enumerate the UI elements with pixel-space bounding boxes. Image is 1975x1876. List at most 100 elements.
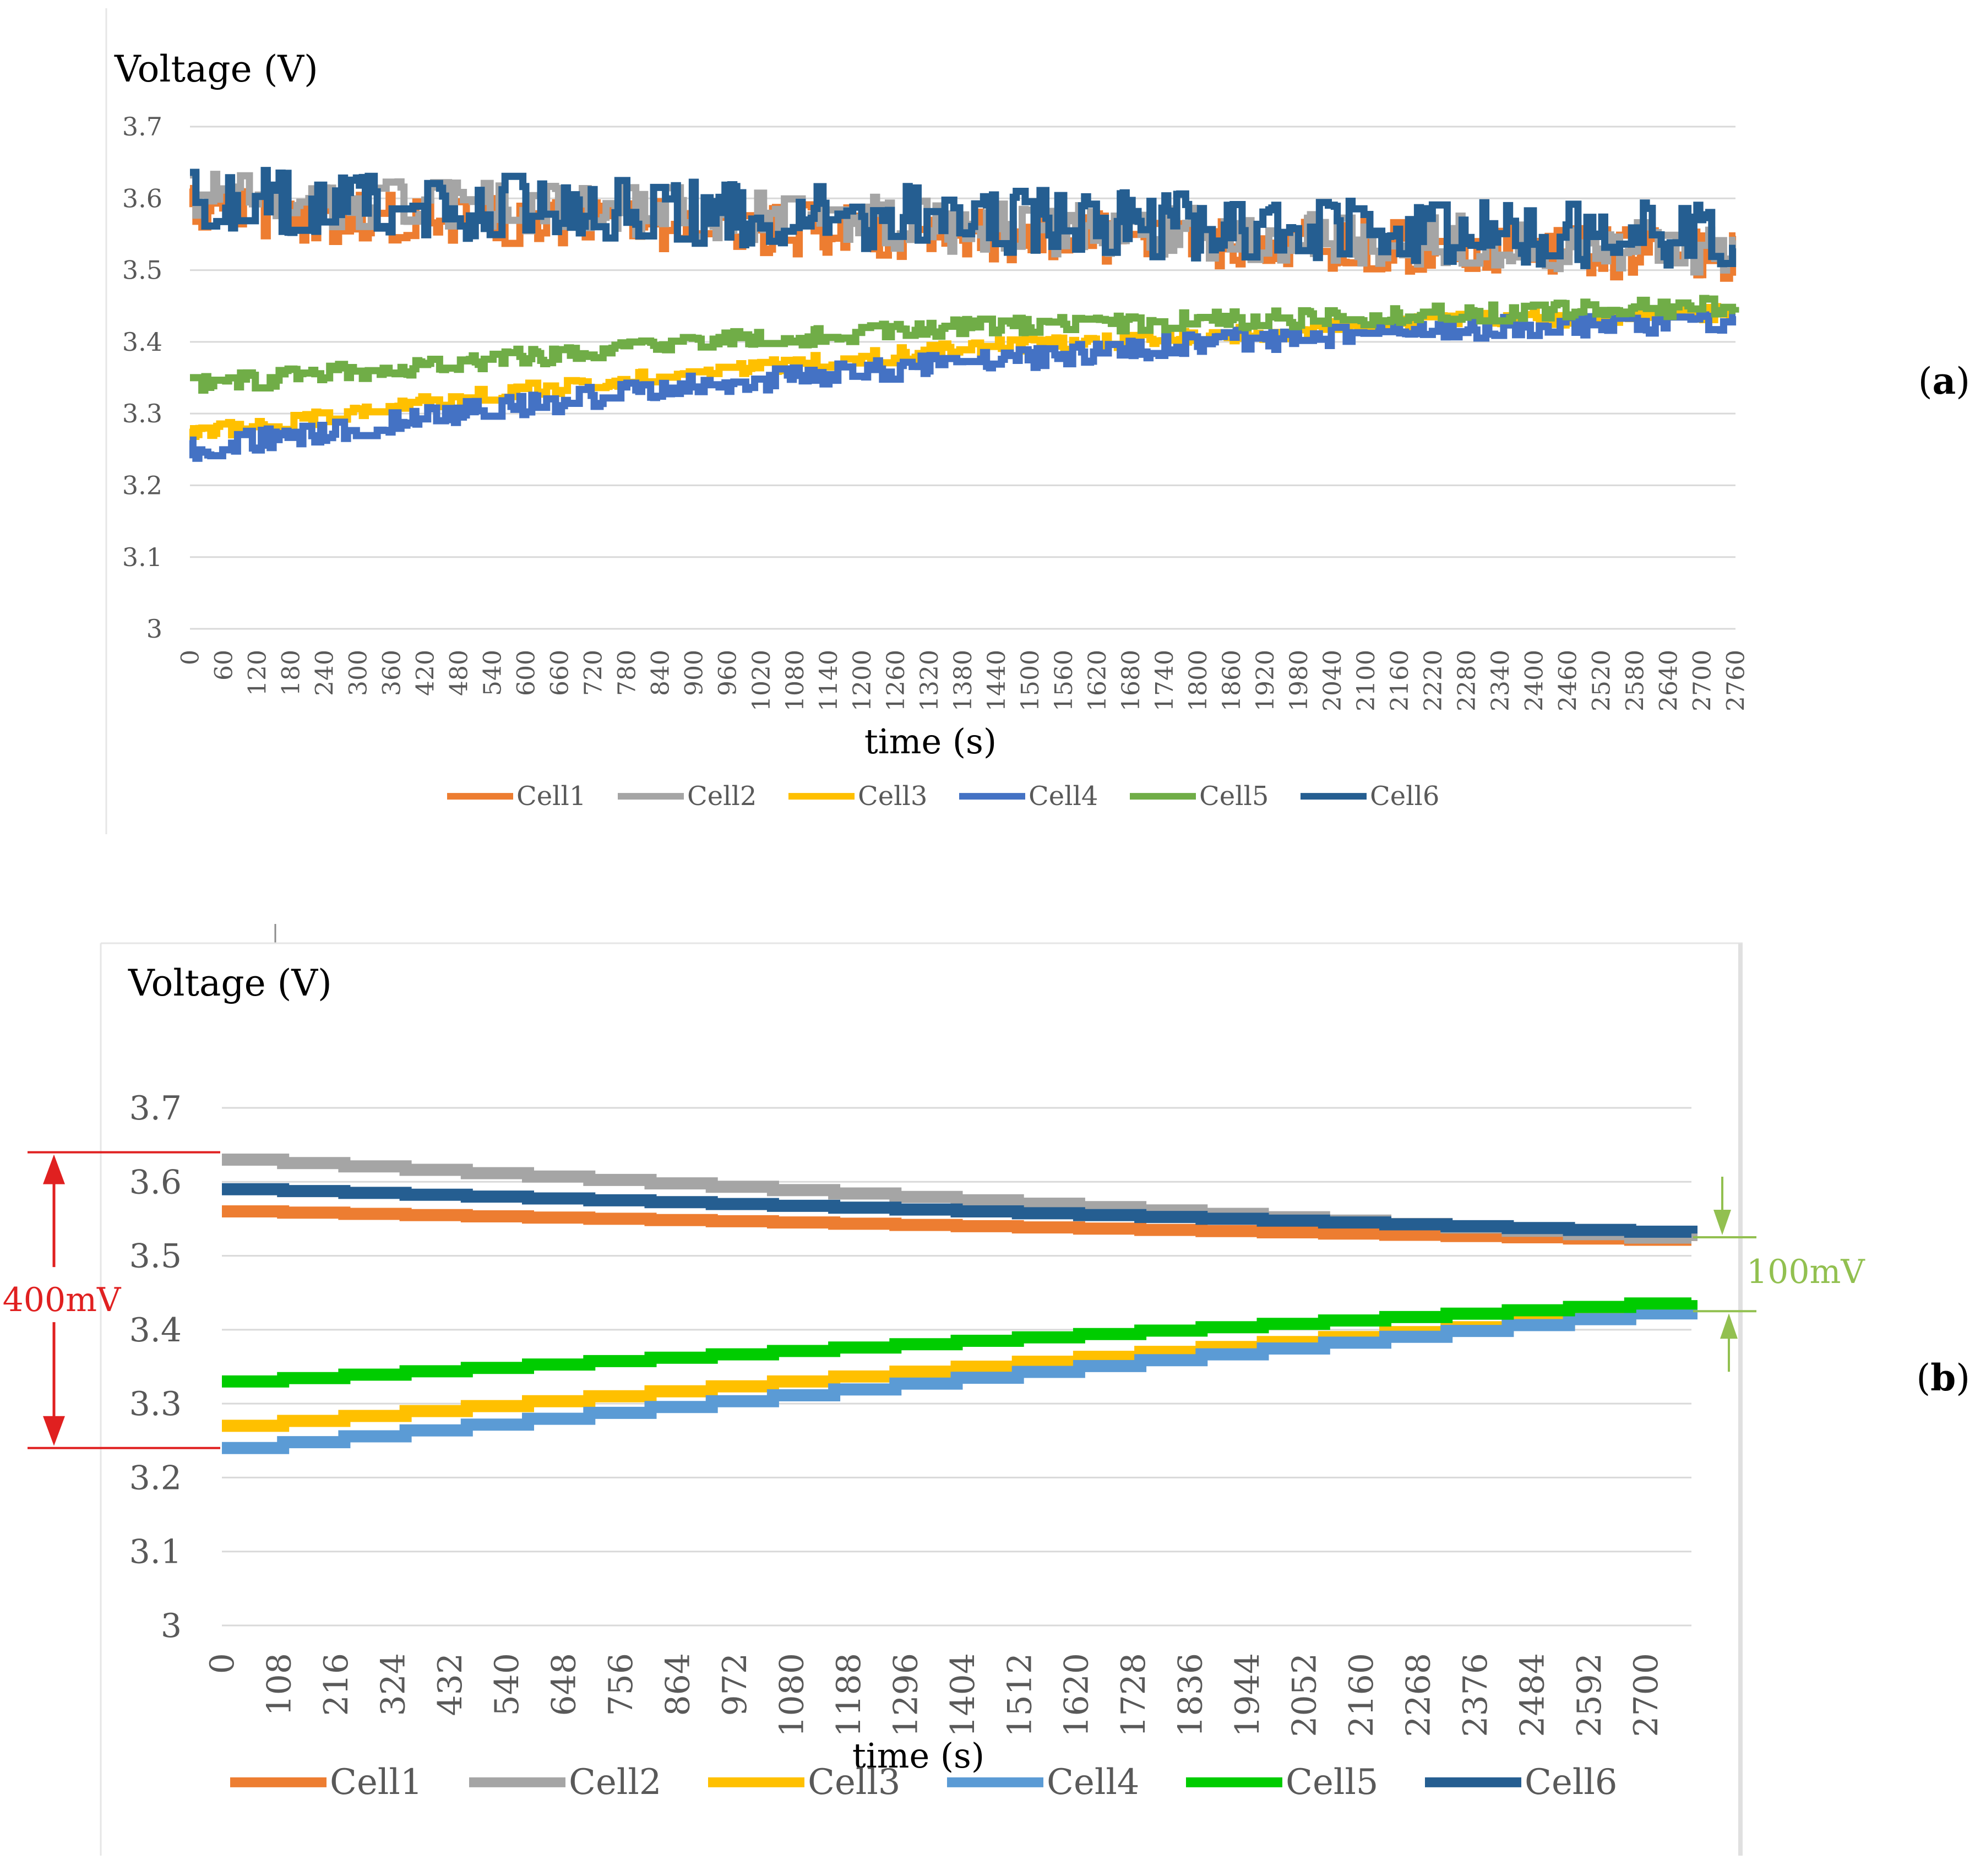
x-tick-108: 108 [260,1653,298,1716]
panel-a-letter: (a) [1918,360,1970,403]
legend-label-cell5: Cell5 [1199,781,1269,812]
x-tick-0: 0 [176,650,204,665]
x-tick-324: 324 [374,1653,412,1716]
y-tick-3-5: 3.5 [129,1237,182,1276]
legend-label-cell3: Cell3 [858,781,927,812]
x-tick-2592: 2592 [1570,1653,1609,1737]
panel-a-letter-char: a [1932,360,1956,403]
panel-b-annotations: 400mV 100mV [3,1151,1865,1449]
y-tick-3-2: 3.2 [122,471,162,501]
panel-b-chart: 3 3.1 3.2 3.3 3.4 3.5 3.6 3.7 0 108 216 324 432 540 6… [3,924,1865,1856]
panel-b-legend: Cell1 Cell2 Cell3 Cell4 Cell5 Cell6 [230,1762,1618,1803]
x-tick-660: 660 [546,650,574,696]
panel-b-gridlines [222,1107,1691,1627]
x-tick-1404: 1404 [944,1653,982,1737]
panel-b-x-axis-title: time (s) [852,1736,984,1776]
x-tick-2220: 2220 [1419,650,1448,711]
x-tick-1188: 1188 [830,1653,868,1737]
x-tick-216: 216 [317,1653,356,1716]
panel-a-series [189,167,1739,462]
x-tick-1560: 1560 [1050,650,1078,711]
panel-a-y-tick-labels: 3 3.1 3.2 3.3 3.4 3.5 3.6 3.7 [122,112,162,644]
x-tick-2640: 2640 [1655,650,1683,711]
y-tick-3-3: 3.3 [129,1385,182,1423]
legend-label-cell5: Cell5 [1286,1762,1379,1803]
x-tick-2484: 2484 [1513,1653,1552,1737]
annotation-100mv-arrow-down [1713,1210,1731,1235]
x-tick-2760: 2760 [1722,650,1750,711]
y-tick-3-7: 3.7 [129,1089,182,1128]
x-tick-1200: 1200 [848,650,877,711]
x-tick-432: 432 [431,1653,470,1716]
panel-a-y-axis-title: Voltage (V) [114,48,318,90]
legend-label-cell1: Cell1 [330,1762,423,1803]
y-tick-3-3: 3.3 [122,399,162,428]
panel-a-chart: 3 3.1 3.2 3.3 3.4 3.5 3.6 3.7 0 60 120 180 240 300 36… [105,8,1750,834]
x-tick-1260: 1260 [882,650,910,711]
x-tick-420: 420 [412,650,440,696]
x-tick-1980: 1980 [1285,650,1313,711]
x-tick-2268: 2268 [1399,1653,1438,1737]
x-tick-960: 960 [714,650,742,696]
legend-label-cell4: Cell4 [1047,1762,1140,1803]
y-tick-3-6: 3.6 [129,1163,182,1201]
panel-a-legend: Cell1 Cell2 Cell3 Cell4 Cell5 Cell6 [447,781,1439,812]
x-tick-240: 240 [311,650,339,696]
x-tick-2460: 2460 [1554,650,1582,711]
x-tick-2160: 2160 [1342,1653,1381,1737]
x-tick-1680: 1680 [1117,650,1145,711]
x-tick-540: 540 [488,1653,526,1716]
legend-label-cell1: Cell1 [516,781,586,812]
legend-label-cell2: Cell2 [687,781,757,812]
series-cell5-line [222,1297,1697,1388]
x-tick-900: 900 [681,650,709,696]
annotation-400mv-arrow-down [43,1416,65,1446]
x-tick-1080: 1080 [772,1653,811,1737]
x-tick-1836: 1836 [1172,1653,1210,1737]
x-tick-1944: 1944 [1228,1653,1267,1737]
panel-b-y-tick-labels: 3 3.1 3.2 3.3 3.4 3.5 3.6 3.7 [129,1089,182,1645]
series-cell1-line [222,1205,1697,1246]
series-cell4-line [222,1307,1697,1454]
series-cell4-line [189,311,1737,462]
x-tick-2580: 2580 [1621,650,1649,711]
legend-label-cell3: Cell3 [808,1762,901,1803]
x-tick-780: 780 [613,650,641,696]
panel-b-x-tick-labels: 0 108 216 324 432 540 648 756 864 972 1080 1188 1296… [203,1653,1666,1737]
x-tick-840: 840 [647,650,675,696]
panel-b-letter-char: b [1930,1356,1956,1399]
panel-b-letter: (b) [1916,1356,1970,1399]
y-tick-3-1: 3.1 [129,1533,182,1572]
legend-label-cell2: Cell2 [569,1762,662,1803]
y-tick-3-1: 3.1 [122,542,162,572]
y-tick-3-6: 3.6 [122,183,162,213]
x-tick-1740: 1740 [1151,650,1179,711]
legend-label-cell6: Cell6 [1370,781,1439,812]
x-tick-2160: 2160 [1386,650,1414,711]
y-tick-3-4: 3.4 [129,1311,182,1350]
x-tick-2400: 2400 [1520,650,1548,711]
x-tick-1800: 1800 [1184,650,1212,711]
x-tick-480: 480 [445,650,474,696]
series-cell5-line [190,295,1739,394]
x-tick-1296: 1296 [886,1653,925,1737]
y-tick-3-5: 3.5 [122,255,162,285]
y-tick-3: 3 [161,1607,182,1645]
x-tick-120: 120 [243,650,271,696]
x-tick-1620: 1620 [1058,1653,1096,1737]
x-tick-2700: 2700 [1688,650,1716,711]
x-tick-2376: 2376 [1456,1653,1495,1737]
x-tick-1500: 1500 [1016,650,1044,711]
x-tick-2100: 2100 [1352,650,1380,711]
y-tick-3-7: 3.7 [122,112,162,142]
x-tick-864: 864 [659,1653,698,1716]
x-tick-1860: 1860 [1218,650,1246,711]
x-tick-1020: 1020 [748,650,776,711]
y-tick-3-2: 3.2 [129,1459,182,1497]
x-tick-0: 0 [203,1653,242,1674]
x-tick-1440: 1440 [983,650,1011,711]
x-tick-1728: 1728 [1114,1653,1153,1737]
panel-a-x-tick-labels: 0 60 120 180 240 300 360 420 480 540 600 660 720 780 8… [176,650,1750,711]
y-tick-3: 3 [146,614,162,644]
